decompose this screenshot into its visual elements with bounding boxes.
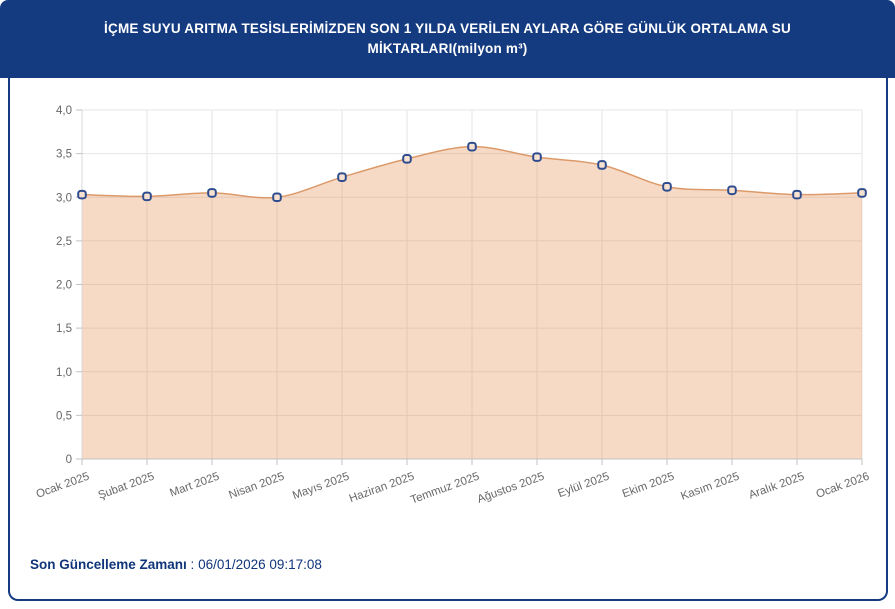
last-update: Son Güncelleme Zamanı : 06/01/2026 09:17… xyxy=(30,557,886,572)
data-point-marker[interactable] xyxy=(857,188,867,198)
data-point-marker[interactable] xyxy=(467,141,477,152)
data-point-marker[interactable] xyxy=(142,191,152,202)
data-point-marker[interactable] xyxy=(597,160,607,170)
data-point-marker[interactable] xyxy=(337,172,347,182)
y-tick-label: 3,5 xyxy=(56,149,72,161)
chart-title: İÇME SUYU ARITMA TESİSLERİMİZDEN SON 1 Y… xyxy=(104,20,791,56)
y-tick-label: 3,0 xyxy=(56,192,72,204)
y-tick-label: 0,5 xyxy=(56,410,72,422)
y-tick-label: 1,5 xyxy=(56,323,72,335)
x-tick-label: Mart 2025 xyxy=(168,471,221,500)
data-point-marker[interactable] xyxy=(77,189,87,200)
data-point-marker[interactable] xyxy=(207,188,217,198)
x-tick-label: Eylül 2025 xyxy=(556,471,611,501)
x-tick-label: Ocak 2025 xyxy=(35,471,91,501)
data-point-marker[interactable] xyxy=(792,189,802,200)
y-tick-label: 2,0 xyxy=(56,280,72,292)
x-tick-label: Haziran 2025 xyxy=(348,471,416,506)
area-chart[interactable]: 4,0 3,5 3,0 2,5 2,0 1,5 1,0 0,5 0 Ocak 2025 Şubat … xyxy=(10,78,886,529)
data-point-marker[interactable] xyxy=(532,152,542,162)
data-point-marker[interactable] xyxy=(402,154,412,164)
x-tick-label: Ocak 2026 xyxy=(815,471,871,501)
area-fill xyxy=(82,146,862,460)
x-tick-label: Kasım 2025 xyxy=(679,471,741,503)
y-tick-label: 0 xyxy=(66,454,72,466)
x-tick-label: Nisan 2025 xyxy=(227,471,286,502)
data-point-marker[interactable] xyxy=(272,192,282,203)
last-update-value: 06/01/2026 09:17:08 xyxy=(198,557,322,572)
last-update-separator: : xyxy=(186,557,199,572)
data-point-marker[interactable] xyxy=(727,185,737,196)
last-update-label: Son Güncelleme Zamanı xyxy=(30,557,187,572)
y-tick-label: 4,0 xyxy=(56,105,72,117)
x-tick-label: Mayıs 2025 xyxy=(291,471,351,503)
chart-header: İÇME SUYU ARITMA TESİSLERİMİZDEN SON 1 Y… xyxy=(0,0,895,78)
chart-card: 4,0 3,5 3,0 2,5 2,0 1,5 1,0 0,5 0 Ocak 2025 Şubat … xyxy=(8,78,888,601)
x-tick-label: Ağustos 2025 xyxy=(476,471,546,506)
y-tick-label: 1,0 xyxy=(56,367,72,379)
data-point-marker[interactable] xyxy=(662,181,672,192)
y-tick-label: 2,5 xyxy=(56,236,72,248)
x-tick-label: Ekim 2025 xyxy=(621,471,676,501)
area-chart-svg[interactable]: 4,0 3,5 3,0 2,5 2,0 1,5 1,0 0,5 0 Ocak 2025 Şubat … xyxy=(10,78,886,524)
x-tick-label: Şubat 2025 xyxy=(97,471,156,502)
x-tick-label: Temmuz 2025 xyxy=(409,471,481,507)
x-tick-label: Aralık 2025 xyxy=(747,471,806,502)
